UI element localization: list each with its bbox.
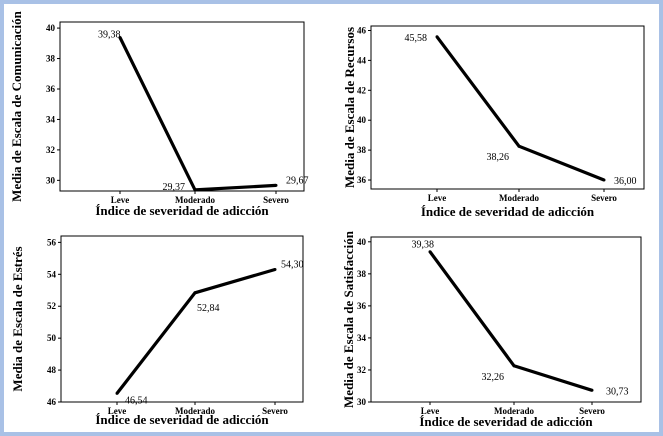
data-label: 46,54 <box>125 395 148 406</box>
y-tick-label: 30 <box>357 397 367 407</box>
y-tick-label: 36 <box>357 175 367 185</box>
data-point <box>193 188 197 192</box>
y-tick-label: 36 <box>357 301 367 311</box>
y-tick-label: 46 <box>47 397 57 407</box>
y-tick-label: 32 <box>357 365 367 375</box>
y-tick-label: 54 <box>47 269 57 279</box>
data-point <box>273 268 277 272</box>
y-axis-label: Media de Escala de Satisfacción <box>341 230 356 408</box>
plot-frame <box>370 236 642 403</box>
y-tick-label: 38 <box>357 269 367 279</box>
plot-frame <box>59 21 305 192</box>
charts-svg: 30 32 34 36 38 40 Leve Moderado Severo 39,38 29,37… <box>9 10 645 429</box>
data-point <box>602 178 606 182</box>
y-tick-label: 42 <box>357 85 367 95</box>
data-point <box>274 183 278 187</box>
x-tick-label: Moderado <box>175 406 215 416</box>
x-tick-label: Severo <box>579 406 605 416</box>
x-axis-label: Índice de severidad de adicción <box>419 414 593 429</box>
y-tick-label: 34 <box>357 333 367 343</box>
y-tick-label: 52 <box>47 301 57 311</box>
data-point <box>512 364 516 368</box>
y-axis-label: Media de Escala de Recursos <box>342 27 357 188</box>
x-tick-label: Moderado <box>175 195 215 205</box>
chart-1: 30 32 34 36 38 40 Leve Moderado Severo 39,38 29,37… <box>9 10 309 218</box>
y-tick-label: 40 <box>46 23 56 33</box>
data-label: 39,38 <box>412 240 435 251</box>
data-label: 32,26 <box>482 372 505 383</box>
series-line <box>118 36 277 192</box>
x-tick-label: Severo <box>263 195 289 205</box>
data-point <box>428 250 432 254</box>
series-line <box>435 35 605 182</box>
data-point <box>193 291 197 295</box>
y-tick-label: 36 <box>46 84 56 94</box>
y-tick-label: 50 <box>47 333 57 343</box>
y-tick-label: 34 <box>46 114 56 124</box>
data-label: 36,00 <box>614 176 637 187</box>
x-axis-label: Índice de severidad de adicción <box>95 203 269 218</box>
y-tick-label: 38 <box>46 54 56 64</box>
x-tick-label: Moderado <box>494 406 534 416</box>
x-axis-label: Índice de severidad de adicción <box>95 412 269 427</box>
x-axis-label: Índice de severidad de adicción <box>421 204 595 219</box>
y-tick-label: 30 <box>46 175 56 185</box>
data-label: 39,38 <box>98 30 121 41</box>
x-tick-label: Leve <box>111 195 130 205</box>
data-point <box>118 36 122 40</box>
plot-frame <box>370 25 645 190</box>
y-tick-label: 40 <box>357 115 367 125</box>
x-tick-label: Leve <box>421 406 440 416</box>
y-tick-label: 32 <box>46 145 56 155</box>
y-tick-label: 56 <box>47 237 57 247</box>
data-label: 30,73 <box>606 386 629 397</box>
y-tick-label: 40 <box>357 237 367 247</box>
data-label: 45,58 <box>405 33 428 44</box>
x-tick-label: Moderado <box>499 193 539 203</box>
data-label: 29,67 <box>286 175 309 186</box>
y-axis-label: Media de Escala de Comunicación <box>9 10 24 201</box>
data-point <box>590 388 594 392</box>
chart-4: 30 32 34 36 38 40 Leve Moderado Severo 39,38 32,26… <box>341 230 642 429</box>
plot-frame <box>60 235 304 403</box>
data-label: 38,26 <box>487 152 510 163</box>
chart-3: 46 48 50 52 54 56 Leve Moderado Severo 46,54 52,84… <box>10 235 304 427</box>
x-tick-label: Leve <box>428 193 447 203</box>
y-tick-label: 44 <box>357 55 367 65</box>
data-point <box>435 35 439 39</box>
data-point <box>517 144 521 148</box>
x-tick-label: Severo <box>591 193 617 203</box>
y-tick-label: 38 <box>357 145 367 155</box>
y-tick-label: 46 <box>357 25 367 35</box>
data-label: 52,84 <box>197 303 220 314</box>
series-line <box>428 250 593 392</box>
chart-grid: 30 32 34 36 38 40 Leve Moderado Severo 39,38 29,37… <box>4 4 659 432</box>
y-tick-label: 48 <box>47 365 57 375</box>
data-point <box>115 391 119 395</box>
y-axis-label: Media de Escala de Estrés <box>10 246 25 391</box>
x-tick-label: Leve <box>108 406 127 416</box>
data-label: 29,37 <box>163 182 186 193</box>
series-line <box>115 267 276 395</box>
data-label: 54,30 <box>281 260 304 271</box>
chart-2: 36 38 40 42 44 46 Leve Moderado Severo 45,58 38,26… <box>342 25 645 219</box>
x-tick-label: Severo <box>262 406 288 416</box>
